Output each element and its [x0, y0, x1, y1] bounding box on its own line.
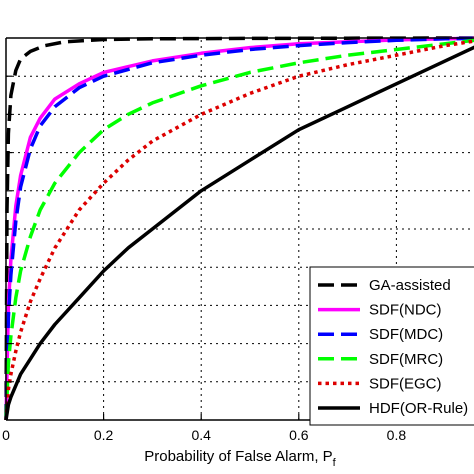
- legend: GA-assisted SDF(NDC) SDF(MDC) SDF(MRC) SDF(E…: [309, 266, 474, 426]
- legend-label: GA-assisted: [369, 277, 451, 294]
- grid: [6, 38, 474, 420]
- x-tick-label: 0.8: [387, 427, 407, 443]
- legend-label: HDF(OR-Rule): [369, 400, 468, 417]
- series-line-sdf-egc: [4, 39, 474, 421]
- legend-label: SDF(MDC): [369, 326, 443, 343]
- series-line-sdf-mrc: [4, 38, 474, 421]
- x-tick-labels: 0 0.2 0.4 0.6 0.8: [2, 427, 406, 443]
- x-tick-label: 0: [2, 427, 10, 443]
- x-tick-label: 0.4: [191, 427, 211, 443]
- legend-label: SDF(MRC): [369, 351, 443, 368]
- series-line-hdf-or-rule: [4, 45, 474, 421]
- series-line-ga-assisted: [4, 36, 474, 421]
- legend-label: SDF(NDC): [369, 302, 442, 319]
- x-tick-label: 0.2: [94, 427, 114, 443]
- series-line-sdf-mdc: [4, 36, 474, 421]
- series-lines: [4, 36, 474, 421]
- x-axis-label: Probability of False Alarm, Pf: [144, 448, 336, 469]
- legend-label: SDF(EGC): [369, 375, 442, 392]
- x-tick-label: 0.6: [289, 427, 309, 443]
- legend-box: [309, 266, 474, 426]
